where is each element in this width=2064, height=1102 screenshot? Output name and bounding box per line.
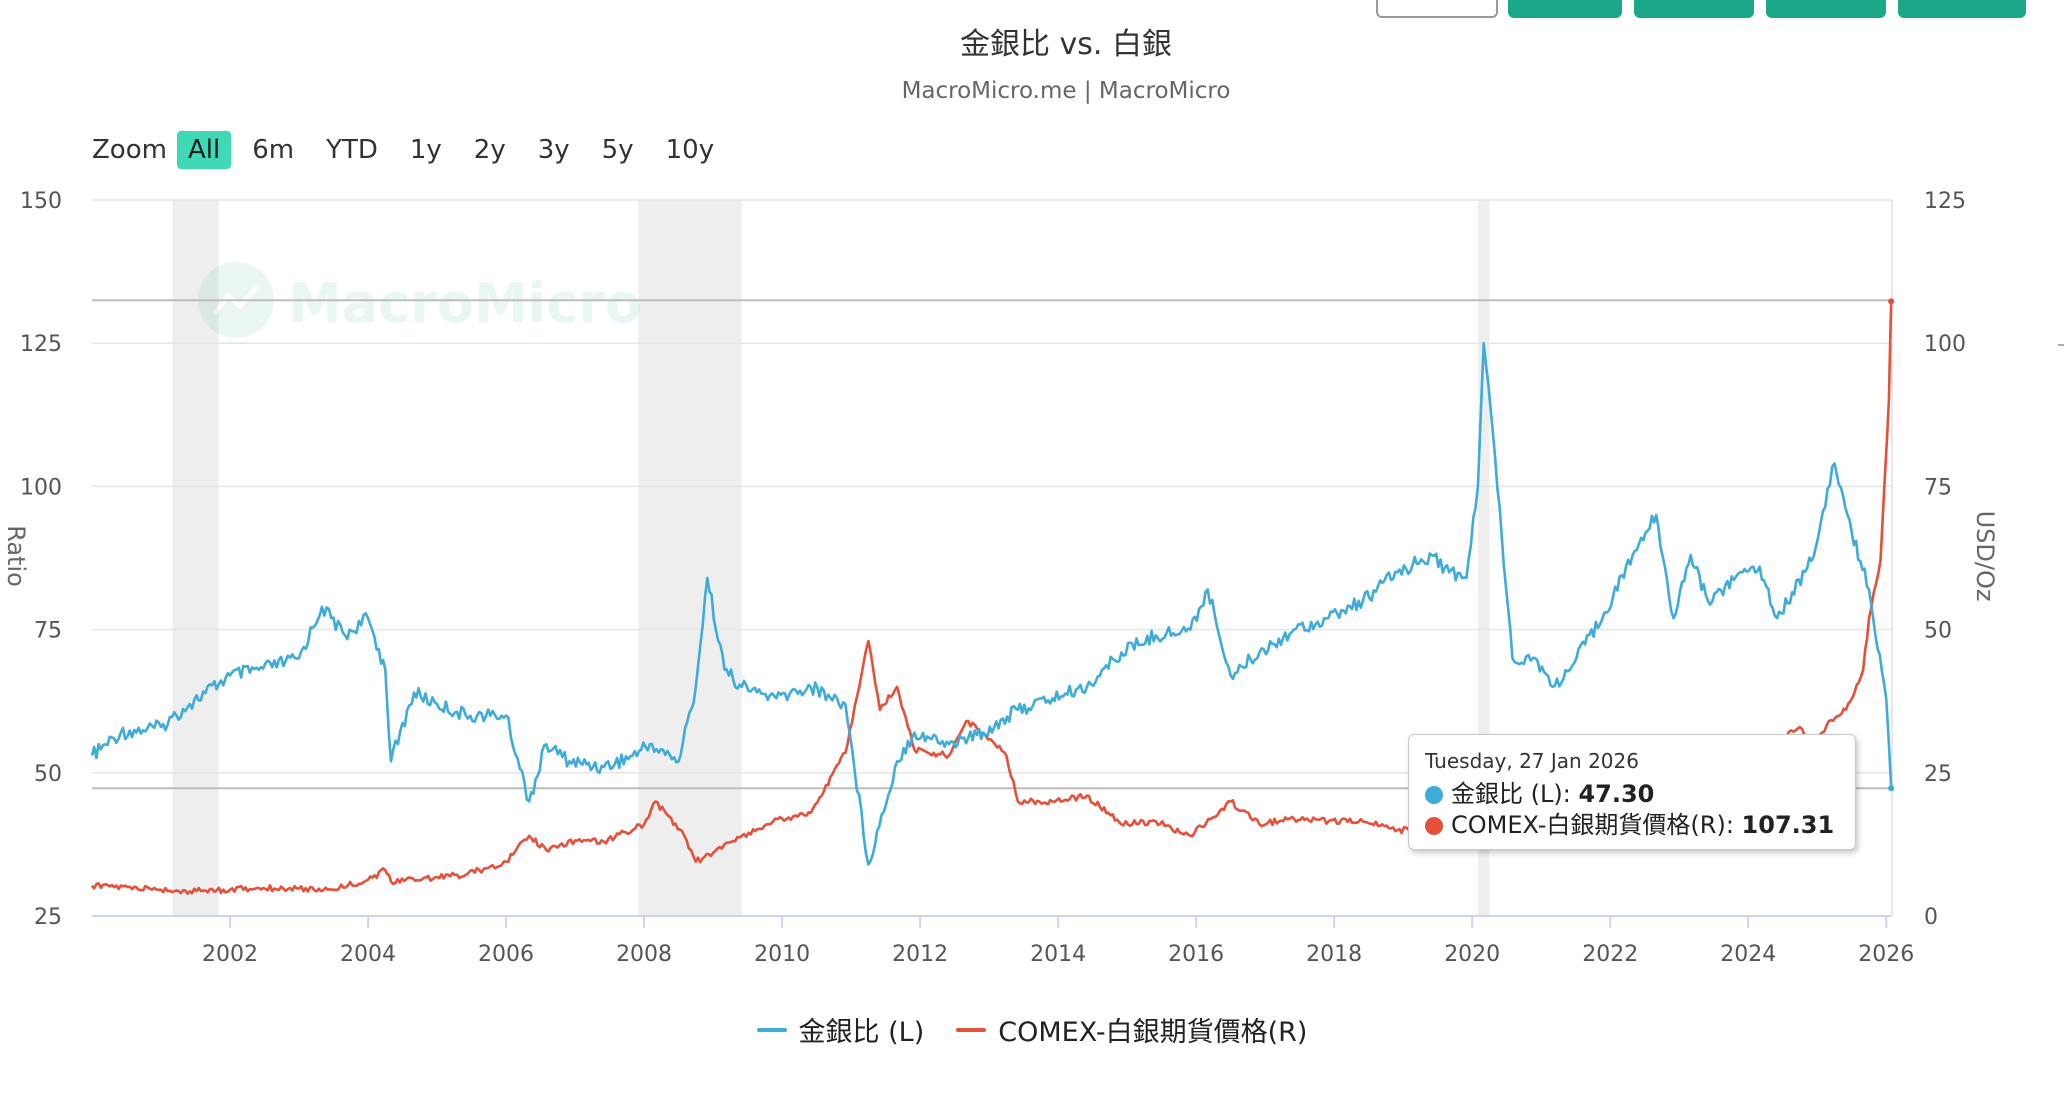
ratio-dot-icon bbox=[1425, 786, 1443, 804]
y-right-tick-label: 25 bbox=[1924, 762, 1952, 787]
legend-item-silver[interactable]: COMEX-白銀期貨價格(R) bbox=[956, 1010, 1307, 1049]
zoom-label: Zoom bbox=[92, 135, 167, 165]
legend-item-ratio[interactable]: 金銀比 (L) bbox=[756, 1010, 925, 1049]
y-left-tick-label: 75 bbox=[34, 619, 62, 644]
y-left-tick-label: 25 bbox=[34, 905, 62, 930]
ratio-last-point bbox=[1888, 785, 1895, 792]
x-tick-label: 2024 bbox=[1720, 942, 1776, 967]
toolbar-button-5[interactable] bbox=[1898, 0, 2026, 18]
x-tick-label: 2010 bbox=[754, 942, 810, 967]
x-tick-label: 2008 bbox=[616, 942, 672, 967]
chart-subtitle: MacroMicro.me | MacroMicro bbox=[902, 78, 1231, 104]
y-right-tick-label: 0 bbox=[1924, 905, 1938, 930]
y-left-tick-label: 100 bbox=[20, 475, 62, 500]
ratio-series-line bbox=[90, 341, 1893, 866]
x-tick-label: 2022 bbox=[1582, 942, 1638, 967]
y-right-tick-label: 75 bbox=[1924, 475, 1952, 500]
toolbar-button-4[interactable] bbox=[1766, 0, 1886, 18]
tooltip-silver-label: COMEX-白銀期貨價格(R): bbox=[1451, 811, 1742, 839]
tooltip-ratio-value: 47.30 bbox=[1578, 780, 1655, 808]
legend-silver-label: COMEX-白銀期貨價格(R) bbox=[998, 1017, 1308, 1048]
zoom-button-all[interactable]: All bbox=[176, 131, 232, 169]
x-tick-label: 2002 bbox=[202, 942, 258, 967]
y-right-tick-label: 125 bbox=[1924, 189, 1966, 214]
legend: 金銀比 (L) COMEX-白銀期貨價格(R) bbox=[0, 1010, 2064, 1049]
tooltip-ratio-label: 金銀比 (L): bbox=[1451, 780, 1579, 808]
x-tick-label: 2006 bbox=[478, 942, 534, 967]
y-left-axis-title: Ratio bbox=[2, 525, 30, 587]
recession-band bbox=[1477, 200, 1490, 916]
y-right-axis-title: USD/Oz bbox=[1971, 511, 1999, 602]
legend-silver-line-icon bbox=[956, 1027, 987, 1032]
zoom-button-5y[interactable]: 5y bbox=[601, 135, 634, 165]
watermark: MacroMicro bbox=[198, 262, 642, 338]
tooltip-row-silver: COMEX-白銀期貨價格(R): 107.31 bbox=[1425, 810, 1839, 841]
recession-band bbox=[638, 200, 742, 916]
chart-title: 金銀比 vs. 白銀 bbox=[960, 27, 1172, 62]
zoom-bar: Zoom All 6m YTD 1y 2y 3y 5y 10y bbox=[92, 128, 735, 172]
legend-ratio-line-icon bbox=[756, 1027, 787, 1032]
recession-band bbox=[172, 200, 219, 916]
tooltip-row-ratio: 金銀比 (L): 47.30 bbox=[1425, 779, 1839, 810]
x-tick-label: 2020 bbox=[1444, 942, 1500, 967]
zoom-button-6m[interactable]: 6m bbox=[252, 135, 295, 165]
zoom-button-10y[interactable]: 10y bbox=[665, 135, 715, 165]
toolbar-button-3[interactable] bbox=[1634, 0, 1754, 18]
zoom-button-ytd[interactable]: YTD bbox=[326, 135, 378, 165]
tooltip: Tuesday, 27 Jan 2026 金銀比 (L): 47.30 COME… bbox=[1408, 734, 1856, 850]
x-tick-label: 2026 bbox=[1858, 942, 1914, 967]
tooltip-silver-value: 107.31 bbox=[1741, 811, 1835, 839]
x-tick-label: 2014 bbox=[1030, 942, 1086, 967]
y-left-tick-label: 150 bbox=[20, 189, 62, 214]
silver-dot-icon bbox=[1425, 817, 1443, 835]
toolbar-button-2[interactable] bbox=[1508, 0, 1622, 18]
y-left-tick-label: 50 bbox=[34, 762, 62, 787]
x-tick-label: 2018 bbox=[1306, 942, 1362, 967]
zoom-button-1y[interactable]: 1y bbox=[409, 135, 442, 165]
legend-ratio-label: 金銀比 (L) bbox=[798, 1017, 925, 1048]
watermark-text: MacroMicro bbox=[288, 272, 642, 335]
x-tick-label: 2004 bbox=[340, 942, 396, 967]
y-right-tick-label: 50 bbox=[1924, 619, 1952, 644]
y-right-tick-label: 100 bbox=[1924, 332, 1966, 357]
x-tick-label: 2012 bbox=[892, 942, 948, 967]
zoom-button-2y[interactable]: 2y bbox=[473, 135, 506, 165]
toolbar-button-1[interactable] bbox=[1376, 0, 1498, 18]
tooltip-date: Tuesday, 27 Jan 2026 bbox=[1425, 749, 1639, 773]
zoom-button-3y[interactable]: 3y bbox=[537, 135, 570, 165]
y-left-tick-label: 125 bbox=[20, 332, 62, 357]
x-tick-label: 2016 bbox=[1168, 942, 1224, 967]
silver-last-point bbox=[1888, 298, 1895, 305]
